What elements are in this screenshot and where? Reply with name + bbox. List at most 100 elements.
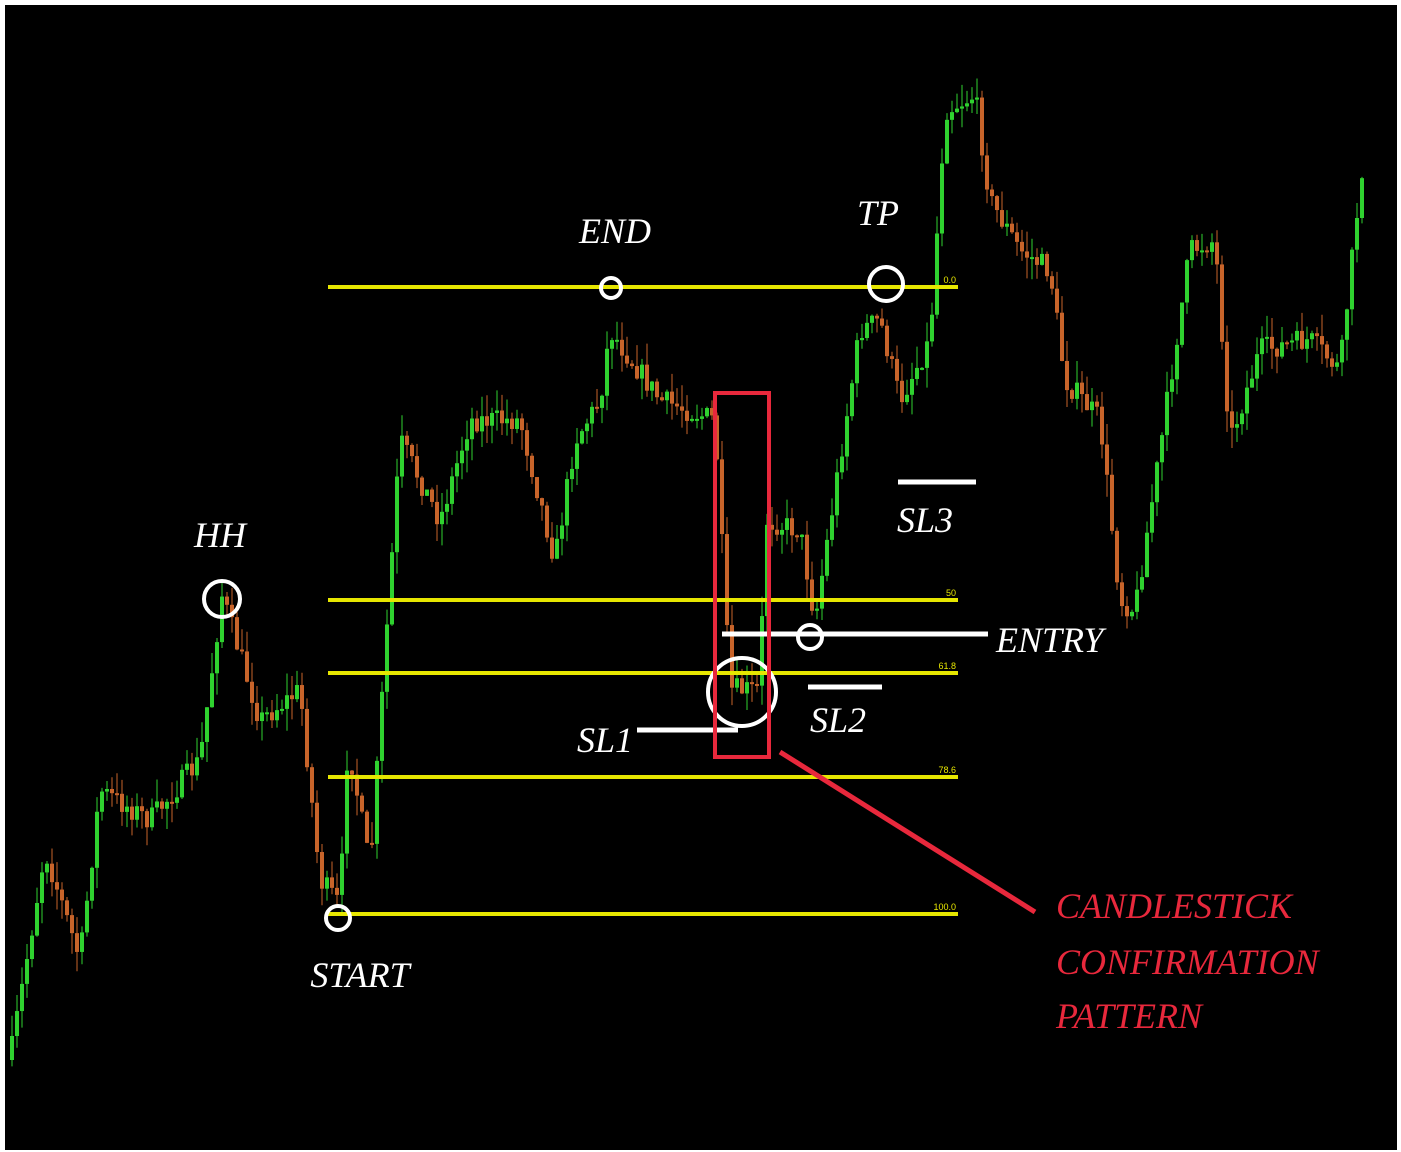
candle-body xyxy=(990,189,994,197)
candle-body xyxy=(1050,276,1054,289)
candle-body xyxy=(40,872,44,903)
candle-body xyxy=(240,649,244,652)
candle-body xyxy=(645,364,649,391)
candle-body xyxy=(1160,435,1164,463)
candle-body xyxy=(985,155,989,190)
candle-body xyxy=(1090,401,1094,411)
candle-body xyxy=(925,341,929,368)
candle-body xyxy=(480,416,484,432)
label: SL1 xyxy=(577,720,633,760)
candle-body xyxy=(620,339,624,356)
candle-body xyxy=(1155,462,1159,503)
candle-body xyxy=(465,439,469,451)
candle-body xyxy=(1075,382,1079,399)
candle-body xyxy=(1275,348,1279,357)
candle-body xyxy=(1235,424,1239,428)
candle-body xyxy=(420,477,424,496)
candle-body xyxy=(255,702,259,722)
candle-body xyxy=(730,625,734,688)
candle-body xyxy=(850,383,854,417)
candle-body xyxy=(790,518,794,536)
candle-body xyxy=(690,418,694,421)
candle-body xyxy=(110,789,114,794)
candle-body xyxy=(1205,250,1209,253)
candle-body xyxy=(125,806,129,812)
candle-body xyxy=(210,673,214,708)
candle-body xyxy=(540,498,544,506)
candle-body xyxy=(200,741,204,758)
candle-body xyxy=(490,412,494,426)
candle-body xyxy=(55,882,59,890)
candle-body xyxy=(450,476,454,504)
candle-body xyxy=(320,852,324,889)
candle-body xyxy=(260,712,264,722)
candle-body xyxy=(50,863,54,883)
circle xyxy=(202,579,242,619)
candle-body xyxy=(1310,333,1314,340)
candle-body xyxy=(100,791,104,812)
candle-body xyxy=(1130,611,1134,617)
pattern-arrow xyxy=(778,749,1037,915)
candle-body xyxy=(410,444,414,457)
candle-body xyxy=(830,515,834,540)
candle-body xyxy=(155,801,159,808)
candle-body xyxy=(1120,582,1124,607)
candle-body xyxy=(80,932,84,952)
candle-body xyxy=(1150,502,1154,533)
candle-body xyxy=(1015,232,1019,242)
candle-body xyxy=(295,685,299,700)
candle-body xyxy=(65,900,69,916)
candle-body xyxy=(75,933,79,952)
candle-body xyxy=(120,793,124,812)
candle-body xyxy=(1255,354,1259,379)
candle-body xyxy=(355,774,359,796)
candle-body xyxy=(725,534,729,626)
candle-body xyxy=(105,789,109,792)
candle-body xyxy=(1240,413,1244,425)
candle-body xyxy=(510,418,514,429)
candle-body xyxy=(165,801,169,809)
candle-body xyxy=(235,617,239,650)
candle-body xyxy=(890,356,894,359)
candle-body xyxy=(980,97,984,156)
candle-body xyxy=(805,534,809,580)
candle-body xyxy=(130,806,134,820)
candle-body xyxy=(385,624,389,692)
candle-body xyxy=(340,853,344,895)
candle-body xyxy=(390,552,394,625)
candle-body xyxy=(755,683,759,686)
candle-body xyxy=(325,877,329,889)
candle-body xyxy=(1145,532,1149,578)
candle-body xyxy=(455,463,459,477)
candle-body xyxy=(920,367,924,370)
candle-body xyxy=(800,534,804,538)
candle-body xyxy=(745,682,749,694)
candle-body xyxy=(750,682,754,685)
candle-body xyxy=(785,518,789,530)
candle-body xyxy=(825,539,829,576)
candle-body xyxy=(1105,444,1109,475)
candle-body xyxy=(865,322,869,338)
candle-body xyxy=(1070,390,1074,399)
background xyxy=(5,5,1397,1150)
candle-body xyxy=(1340,339,1344,363)
candle-body xyxy=(550,537,554,559)
candle-body xyxy=(350,770,354,775)
circle xyxy=(324,904,352,932)
candle-body xyxy=(370,842,374,845)
candle-body xyxy=(1125,606,1129,617)
candle-body xyxy=(710,408,714,416)
candle-body xyxy=(870,315,874,323)
candle-body xyxy=(735,678,739,688)
candle-body xyxy=(290,695,294,700)
candle-body xyxy=(640,364,644,379)
candle-body xyxy=(445,503,449,512)
label: TP xyxy=(857,193,899,233)
candle-body xyxy=(250,681,254,703)
candle-body xyxy=(680,406,684,411)
candle-body xyxy=(630,363,634,367)
candle-body xyxy=(1110,474,1114,531)
candle-body xyxy=(170,801,174,804)
candle-body xyxy=(425,489,429,496)
candle-body xyxy=(1220,264,1224,342)
